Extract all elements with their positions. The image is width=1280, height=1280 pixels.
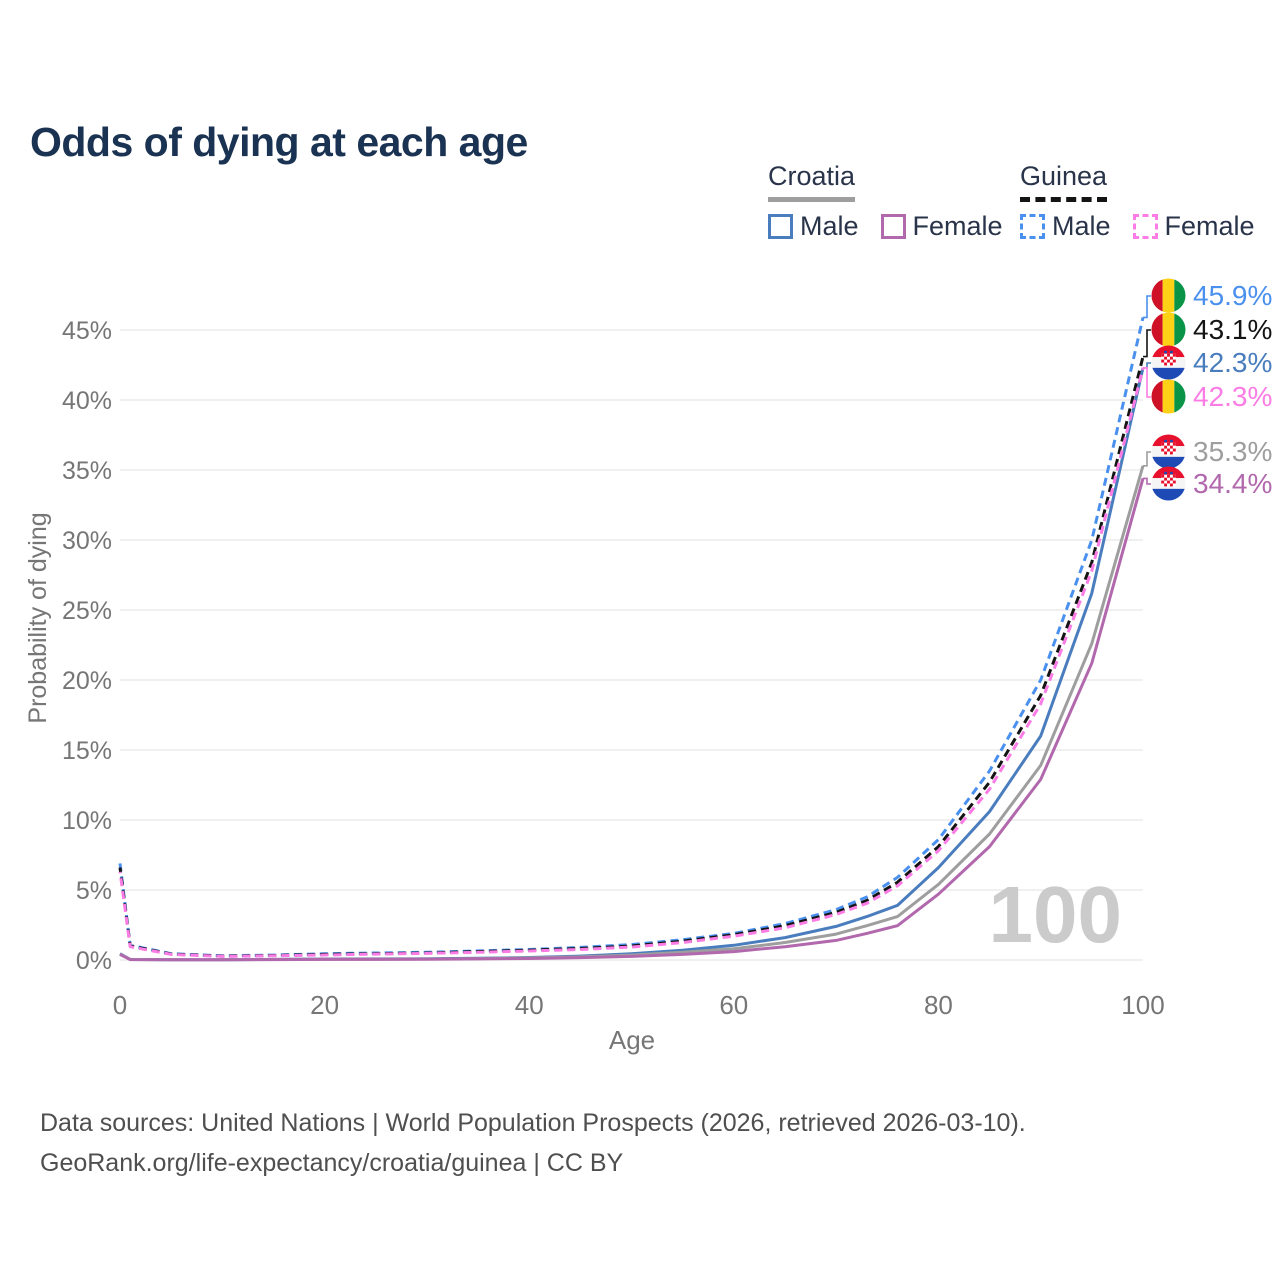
end-label-value: 42.3%	[1193, 380, 1273, 412]
croatia-flag-icon	[1151, 434, 1186, 469]
gridlines	[120, 329, 1143, 961]
croatia-female-swatch-icon	[880, 214, 906, 239]
end-label-croatia: 35.3%	[1151, 434, 1272, 469]
guinea-male-swatch-icon	[1020, 214, 1045, 239]
guinea-flag-icon	[1151, 278, 1186, 313]
end-label-connector	[1143, 329, 1151, 358]
y-tick-label: 30%	[62, 527, 112, 555]
croatia-flag-icon	[1151, 345, 1186, 380]
x-tick-label: 40	[515, 990, 544, 1020]
x-tick-label: 80	[924, 990, 953, 1020]
legend-item-label: Female	[912, 211, 1003, 241]
series-croatia-female[interactable]	[119, 477, 1145, 962]
end-label-connector	[1143, 366, 1151, 398]
guinea-female-swatch-icon	[1132, 214, 1158, 239]
x-axis-title: Age	[609, 1025, 655, 1055]
legend-country-label: Guinea	[1020, 161, 1108, 191]
end-label-croatia-male: 42.3%	[1151, 345, 1272, 380]
legend-group-guinea: Guinea Male Female	[1020, 161, 1255, 242]
y-tick-label: 35%	[62, 457, 112, 485]
end-label-guinea: 43.1%	[1151, 312, 1272, 347]
x-tick-label: 60	[719, 990, 748, 1020]
end-label-guinea-male: 45.9%	[1151, 278, 1272, 313]
x-tick-label: 100	[1121, 990, 1164, 1020]
legend-group-croatia: Croatia Male Female	[768, 161, 1003, 242]
legend-item-label: Female	[1164, 211, 1255, 241]
y-tick-label: 40%	[62, 387, 112, 415]
croatia-line-style-swatch	[768, 197, 856, 202]
end-label-value: 45.9%	[1193, 279, 1273, 311]
legend-country-croatia[interactable]: Croatia	[768, 161, 856, 202]
footer-data-sources: Data sources: United Nations | World Pop…	[40, 1109, 1026, 1137]
x-tick-label: 0	[113, 990, 127, 1020]
series-guinea-female[interactable]	[118, 367, 1145, 958]
end-label-value: 35.3%	[1193, 435, 1273, 467]
y-tick-label: 25%	[62, 597, 112, 625]
page-title: Odds of dying at each age	[30, 119, 528, 166]
end-label-connector	[1143, 295, 1151, 319]
croatia-male-swatch-icon	[768, 214, 793, 239]
y-tick-label: 5%	[76, 877, 112, 905]
legend-item-croatia-female[interactable]: Female	[880, 211, 1003, 242]
legend-item-guinea-male[interactable]: Male	[1020, 211, 1111, 242]
end-label-connector	[1143, 477, 1151, 485]
x-tick-label: 20	[310, 990, 339, 1020]
y-tick-label: 10%	[62, 807, 112, 835]
legend-item-guinea-female[interactable]: Female	[1132, 211, 1255, 242]
legend-item-label: Male	[800, 211, 859, 241]
y-axis-title: Probability of dying	[24, 512, 52, 723]
guinea-flag-icon	[1151, 379, 1186, 414]
y-tick-label: 15%	[62, 737, 112, 765]
end-label-value: 34.4%	[1193, 467, 1273, 499]
line-chart: 0% 5% 10% 15% 20% 25% 30% 35% 40% 45% 100 0 20 40 60 80…	[24, 295, 1165, 1055]
end-label-connector	[1143, 451, 1151, 467]
end-label-value: 42.3%	[1193, 346, 1273, 378]
series-guinea[interactable]	[118, 356, 1145, 958]
guinea-line-style-swatch	[1020, 197, 1108, 202]
legend-country-label: Croatia	[768, 161, 856, 191]
footer-attribution: GeoRank.org/life-expectancy/croatia/guin…	[40, 1149, 624, 1177]
legend-item-croatia-male[interactable]: Male	[768, 211, 859, 242]
y-tick-label: 20%	[62, 667, 112, 695]
croatia-flag-icon	[1151, 466, 1186, 501]
footer: Data sources: United Nations | World Pop…	[40, 1103, 1026, 1183]
guinea-flag-icon	[1151, 312, 1186, 347]
y-tick-label: 45%	[62, 317, 112, 345]
end-label-croatia-female: 34.4%	[1151, 466, 1272, 501]
legend-item-label: Male	[1052, 211, 1111, 241]
legend-country-guinea[interactable]: Guinea	[1020, 161, 1108, 202]
y-tick-label: 0%	[76, 947, 112, 975]
end-label-value: 43.1%	[1193, 313, 1273, 345]
series-guinea-male[interactable]	[118, 317, 1145, 958]
age-watermark: 100	[989, 870, 1122, 959]
end-label-guinea-female: 42.3%	[1151, 379, 1272, 414]
